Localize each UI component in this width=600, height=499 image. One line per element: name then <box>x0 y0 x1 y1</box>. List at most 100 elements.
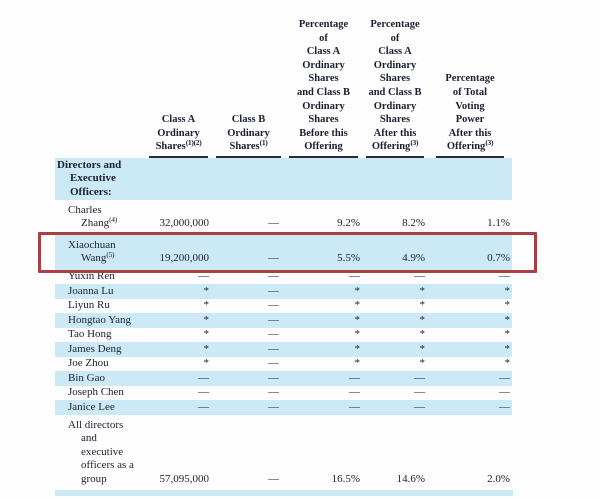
class-b-shares-cell: — <box>268 400 279 413</box>
name-cell: Janice Lee <box>55 400 145 415</box>
class-a-shares-cell: * <box>203 313 210 326</box>
pct-after-offering-cell: 4.9% <box>402 252 425 264</box>
pct-before-offering-cell: * <box>354 313 361 326</box>
shareholder-name: Xiaochuan Wang <box>68 238 116 265</box>
shareholder-name: Joanna Lu <box>68 284 114 297</box>
column-header-pctBefore: Percentage of Class A Ordinary Shares an… <box>285 0 362 158</box>
pct-before-offering-cell: * <box>354 342 361 355</box>
voting-power-cell: 1.1% <box>487 217 510 229</box>
class-a-shares-cell: 19,200,000 <box>159 252 210 264</box>
shareholder-name: Janice Lee <box>68 400 115 413</box>
class-b-shares-cell: — <box>268 284 279 297</box>
table-row: All directors and executive officers as … <box>55 415 512 491</box>
shareholder-name: Joe Zhou <box>68 357 109 369</box>
class-a-shares-cell: — <box>198 270 209 282</box>
shareholder-name: Directors and Executive Officers: <box>57 158 122 198</box>
pct-before-offering-cell: * <box>354 284 361 297</box>
footnote-ref: (5) <box>106 250 115 259</box>
class-b-shares-cell: — <box>268 342 279 355</box>
pct-after-offering-cell: * <box>419 328 426 340</box>
pct-before-offering-cell <box>285 158 362 200</box>
class-b-shares-cell: — <box>268 252 279 264</box>
pct-after-offering-cell: — <box>414 386 425 398</box>
name-cell: Hongtao Yang <box>55 313 145 328</box>
column-header-label: Class A Ordinary Shares <box>155 114 200 153</box>
voting-power-cell: * <box>504 284 511 297</box>
table-row: Joe Zhou * — * * * <box>55 357 512 372</box>
pct-before-offering-cell: * <box>354 357 361 369</box>
class-b-shares-cell: — <box>268 270 279 282</box>
voting-power-cell: 2.0% <box>487 472 510 485</box>
voting-power-cell: * <box>504 299 511 311</box>
pct-after-offering-cell: 14.6% <box>396 472 425 485</box>
class-a-shares-cell: * <box>203 328 210 340</box>
class-a-shares-cell: * <box>203 342 210 355</box>
voting-power-cell: — <box>499 386 510 398</box>
table-row: Joanna Lu * — * * * <box>55 284 512 299</box>
name-cell: Directors and Executive Officers: <box>55 158 145 200</box>
shareholder-name: Tao Hong <box>68 328 112 340</box>
table-row: Tao Hong * — * * * <box>55 328 512 343</box>
voting-power-cell: * <box>504 342 511 355</box>
name-cell: James Deng <box>55 342 145 357</box>
pct-after-offering-cell: * <box>419 313 426 326</box>
column-header-label: Percentage of Total Voting Power After t… <box>445 73 495 153</box>
table-row: Directors and Executive Officers: <box>55 158 512 200</box>
pct-after-offering-cell <box>362 158 428 200</box>
class-b-shares-cell: — <box>268 357 279 369</box>
ownership-table: Class A Ordinary Shares(1)(2) Class B Ord… <box>55 0 512 490</box>
class-a-shares-cell: — <box>198 386 209 398</box>
column-header-voting: Percentage of Total Voting Power After t… <box>428 0 512 158</box>
name-cell: Joe Zhou <box>55 357 145 372</box>
pct-after-offering-cell: — <box>414 270 425 282</box>
table-row: Hongtao Yang * — * * * <box>55 313 512 328</box>
footnote-ref: (3) <box>485 138 494 148</box>
table-row: Joseph Chen — — — — — <box>55 386 512 401</box>
voting-power-cell: * <box>504 313 511 326</box>
shareholder-name: Hongtao Yang <box>68 313 131 326</box>
class-a-shares-cell <box>145 158 212 200</box>
shareholder-name: Bin Gao <box>68 371 105 384</box>
voting-power-cell <box>428 158 512 200</box>
shareholder-name: All directors and executive officers as … <box>68 418 134 485</box>
name-cell: Joseph Chen <box>55 386 145 401</box>
pct-before-offering-cell: 16.5% <box>331 472 360 485</box>
voting-power-cell: — <box>499 400 510 413</box>
class-a-shares-cell: — <box>198 371 209 384</box>
pct-after-offering-cell: * <box>419 357 426 369</box>
pct-before-offering-cell: — <box>349 386 360 398</box>
column-header-classB: Class B Ordinary Shares(1) <box>212 0 285 158</box>
name-cell: Joanna Lu <box>55 284 145 299</box>
name-cell: Liyun Ru <box>55 299 145 314</box>
shareholder-name: James Deng <box>68 342 122 355</box>
table-row: Janice Lee — — — — — <box>55 400 512 415</box>
column-header-classA: Class A Ordinary Shares(1)(2) <box>145 0 212 158</box>
class-b-shares-cell: — <box>268 371 279 384</box>
column-header-label: Percentage of Class A Ordinary Shares an… <box>296 19 351 153</box>
pct-before-offering-cell: 9.2% <box>337 217 360 229</box>
next-row-strip <box>55 490 513 496</box>
footnote-ref: (4) <box>109 215 117 224</box>
column-header-label: Percentage of Class A Ordinary Shares an… <box>368 19 422 153</box>
class-b-shares-cell: — <box>268 328 279 340</box>
class-a-shares-cell: * <box>203 299 210 311</box>
class-b-shares-cell: — <box>268 313 279 326</box>
name-cell: Tao Hong <box>55 328 145 343</box>
pct-before-offering-cell: * <box>354 299 361 311</box>
column-header-name <box>55 0 145 158</box>
pct-after-offering-cell: — <box>414 400 425 413</box>
pct-after-offering-cell: * <box>419 284 426 297</box>
column-header-label: Class B Ordinary Shares <box>227 114 270 153</box>
table-row: Xiaochuan Wang(5) 19,200,000 — 5.5% 4.9%… <box>55 234 512 270</box>
class-b-shares-cell: — <box>268 299 279 311</box>
class-b-shares-cell: — <box>268 472 279 485</box>
table-body: Directors and Executive Officers: Charle… <box>55 158 512 490</box>
class-a-shares-cell: — <box>198 400 209 413</box>
footnote-ref: (3) <box>410 138 419 148</box>
class-a-shares-cell: * <box>203 357 210 369</box>
shareholder-name: Liyun Ru <box>68 299 110 311</box>
name-cell: Bin Gao <box>55 371 145 386</box>
name-cell: Charles Zhang(4) <box>55 200 145 235</box>
voting-power-cell: * <box>504 328 511 340</box>
